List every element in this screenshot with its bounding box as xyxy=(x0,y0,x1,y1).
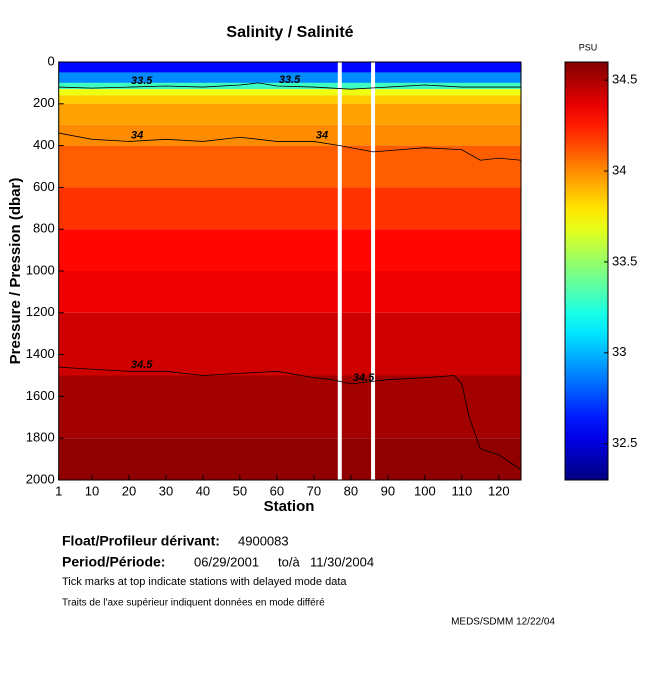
contour-label: 34 xyxy=(316,129,328,141)
y-tick-label: 1400 xyxy=(26,346,55,361)
contour-line xyxy=(58,132,522,161)
y-tick-label: 1000 xyxy=(26,262,55,277)
period-label: Period/Période: xyxy=(62,554,165,570)
contour-line xyxy=(58,366,522,470)
y-tick-label: 0 xyxy=(47,53,54,68)
contour-label: 33.5 xyxy=(131,75,153,87)
x-tick-label: 50 xyxy=(233,483,247,498)
contour-label: 34 xyxy=(131,129,143,141)
salinity-band xyxy=(58,124,521,146)
salinity-band xyxy=(58,312,521,376)
note-en: Tick marks at top indicate stations with… xyxy=(62,576,347,588)
y-tick-label: 800 xyxy=(33,221,55,236)
colorbar-tick-label: 34 xyxy=(612,162,626,177)
float-id: 4900083 xyxy=(238,533,289,548)
float-label: Float/Profileur dérivant: xyxy=(62,533,220,549)
x-tick-label: 10 xyxy=(85,483,99,498)
salinity-band xyxy=(58,72,521,83)
y-tick-label: 600 xyxy=(33,179,55,194)
x-tick-label: 60 xyxy=(270,483,284,498)
data-gap xyxy=(371,62,376,480)
x-tick-label: 110 xyxy=(451,483,472,498)
salinity-band xyxy=(58,229,521,271)
x-tick-label: 20 xyxy=(122,483,136,498)
salinity-band xyxy=(58,271,521,313)
x-tick-label: 1 xyxy=(55,483,62,498)
x-tick-label: 30 xyxy=(159,483,173,498)
salinity-band xyxy=(58,89,521,96)
x-tick-label: 100 xyxy=(414,483,436,498)
salinity-band xyxy=(58,187,521,230)
contour-label: 34.5 xyxy=(131,359,153,371)
y-tick-label: 400 xyxy=(33,137,55,152)
contour-line xyxy=(58,82,521,90)
chart-title: Salinity / Salinité xyxy=(226,24,353,41)
salinity-band xyxy=(58,375,521,439)
x-tick-label: 40 xyxy=(196,483,210,498)
colorbar xyxy=(564,61,609,481)
y-tick-label: 1800 xyxy=(26,430,55,445)
x-tick-label: 80 xyxy=(344,483,358,498)
y-tick-label: 1600 xyxy=(26,388,55,403)
x-axis-label: Station xyxy=(264,498,315,515)
salinity-band xyxy=(58,95,521,104)
period-to: to/à xyxy=(278,554,300,569)
salinity-band xyxy=(58,62,521,73)
y-tick-label: 1200 xyxy=(26,304,55,319)
credit: MEDS/SDMM 12/22/04 xyxy=(451,617,555,628)
x-tick-label: 120 xyxy=(488,483,510,498)
period-end: 11/30/2004 xyxy=(310,554,374,569)
contour-label: 34.5 xyxy=(353,372,375,384)
salinity-band xyxy=(58,438,521,480)
x-tick-label: 70 xyxy=(307,483,321,498)
y-axis-label: Pressure / Pression (dbar) xyxy=(7,178,24,365)
period-start: 06/29/2001 xyxy=(194,554,259,569)
note-fr: Traits de l'axe supérieur indiquent donn… xyxy=(62,598,325,609)
salinity-band xyxy=(58,103,521,125)
x-tick-label: 90 xyxy=(381,483,395,498)
colorbar-tick-label: 32.5 xyxy=(612,435,637,450)
colorbar-tick-label: 33.5 xyxy=(612,253,637,268)
contour-label: 33.5 xyxy=(279,74,301,86)
colorbar-tick-label: 34.5 xyxy=(612,72,637,87)
colorbar-tick-label: 33 xyxy=(612,344,626,359)
y-tick-label: 200 xyxy=(33,95,55,110)
colorbar-label: PSU xyxy=(579,42,598,52)
salinity-band xyxy=(58,145,521,188)
data-gap xyxy=(337,62,342,480)
y-tick-label: 2000 xyxy=(26,471,55,486)
